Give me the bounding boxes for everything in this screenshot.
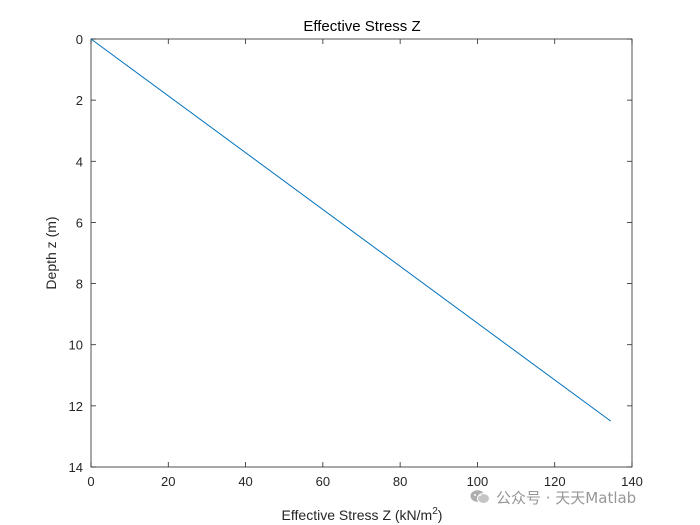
chart-title: Effective Stress Z bbox=[303, 18, 420, 35]
y-axis: 0 2 4 6 8 10 12 14 bbox=[69, 32, 632, 475]
x-tick-label: 20 bbox=[161, 474, 175, 489]
x-tick-label: 120 bbox=[544, 474, 566, 489]
y-tick-label: 4 bbox=[76, 154, 83, 169]
x-tick-label: 60 bbox=[316, 474, 330, 489]
y-tick-label: 2 bbox=[76, 93, 83, 108]
x-tick-label: 100 bbox=[467, 474, 489, 489]
y-tick-label: 0 bbox=[76, 32, 83, 47]
x-tick-label: 0 bbox=[87, 474, 94, 489]
x-axis: 0 20 40 60 80 100 120 140 bbox=[87, 39, 643, 489]
y-tick-label: 12 bbox=[69, 399, 83, 414]
watermark: 公众号 · 天天Matlab bbox=[470, 486, 636, 508]
series-line bbox=[90, 38, 612, 422]
series-layer bbox=[90, 38, 612, 422]
x-tick-label: 40 bbox=[238, 474, 252, 489]
wechat-icon bbox=[470, 490, 490, 504]
x-tick-label: 80 bbox=[393, 474, 407, 489]
x-axis-label: Effective Stress Z (kN/m2) bbox=[282, 506, 443, 523]
watermark-text: 公众号 · 天天Matlab bbox=[496, 488, 637, 507]
y-tick-label: 14 bbox=[69, 460, 83, 475]
y-tick-label: 10 bbox=[69, 338, 83, 353]
plot-area bbox=[90, 38, 633, 468]
y-tick-label: 8 bbox=[76, 277, 83, 292]
y-axis-label: Depth z (m) bbox=[43, 216, 59, 289]
x-tick-label: 140 bbox=[621, 474, 643, 489]
y-tick-label: 6 bbox=[76, 215, 83, 230]
